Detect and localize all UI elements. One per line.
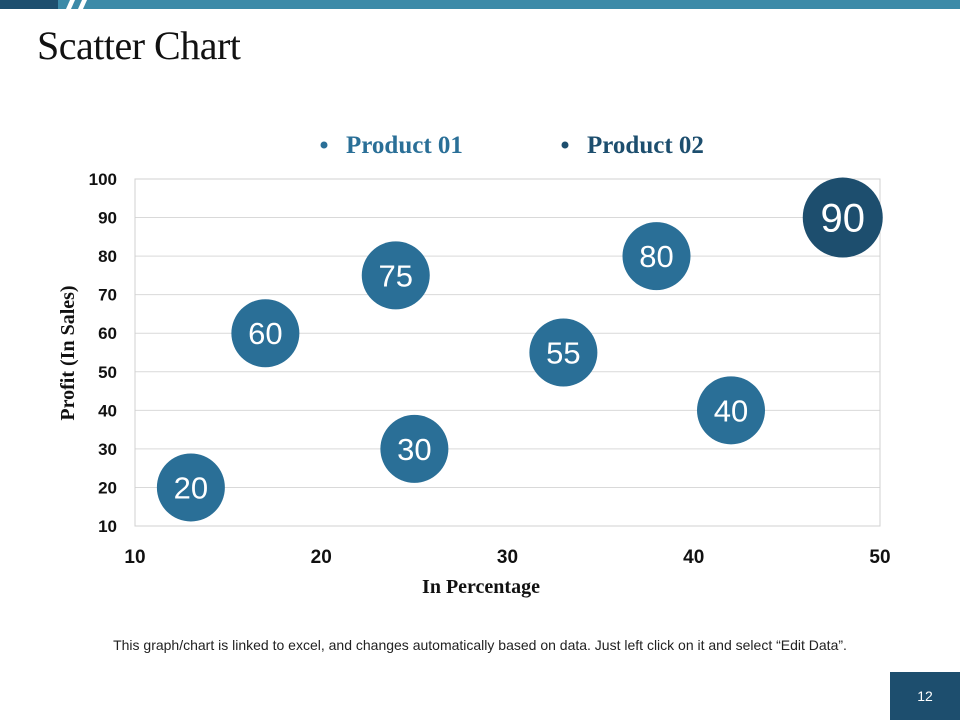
data-point[interactable]: 60 xyxy=(231,299,300,368)
y-tick-label: 40 xyxy=(98,401,117,420)
x-tick-label: 30 xyxy=(497,547,518,568)
bubble-value-label: 90 xyxy=(821,197,866,241)
bubble-marker xyxy=(697,376,765,445)
bubble-value-label: 40 xyxy=(714,393,748,428)
bubble-value-label: 80 xyxy=(639,239,673,274)
data-point[interactable]: 90 xyxy=(802,177,883,258)
chart-legend: Product 01 Product 02 xyxy=(320,132,704,159)
scatter-chart[interactable]: 10 20 30 40 50 60 70 80 90 100 10 20 30 40 50 Product… xyxy=(0,0,960,630)
y-axis-ticks: 10 20 30 40 50 60 70 80 90 100 xyxy=(89,170,117,536)
data-point[interactable]: 20 xyxy=(156,453,225,522)
y-tick-label: 20 xyxy=(98,478,117,497)
data-point[interactable]: 40 xyxy=(697,376,765,445)
legend-item-product-02[interactable]: Product 02 xyxy=(561,132,704,159)
footnote-text: This graph/chart is linked to excel, and… xyxy=(113,637,847,653)
page-number-badge: 12 xyxy=(890,672,960,720)
x-axis-ticks: 10 20 30 40 50 xyxy=(124,547,890,568)
bubble-value-label: 60 xyxy=(248,316,282,351)
data-point[interactable]: 55 xyxy=(529,318,598,387)
y-tick-label: 10 xyxy=(98,517,117,536)
legend-label-product-02: Product 02 xyxy=(587,132,704,159)
y-tick-label: 60 xyxy=(98,324,117,343)
y-tick-label: 90 xyxy=(98,209,117,228)
y-tick-label: 50 xyxy=(98,363,117,382)
page-title: Scatter Chart xyxy=(37,23,241,68)
page-number: 12 xyxy=(917,688,933,704)
bubble-marker xyxy=(622,222,691,291)
x-tick-label: 40 xyxy=(683,547,704,568)
x-tick-label: 20 xyxy=(311,547,332,568)
bubble-marker xyxy=(156,453,225,522)
bubble-marker xyxy=(361,241,430,310)
plot-area xyxy=(134,178,881,527)
x-tick-label: 50 xyxy=(869,547,890,568)
data-point[interactable]: 75 xyxy=(361,241,430,310)
x-axis-title: In Percentage xyxy=(422,576,540,598)
bubble-marker xyxy=(231,299,300,368)
legend-item-product-01[interactable]: Product 01 xyxy=(320,132,463,159)
y-tick-label: 70 xyxy=(98,286,117,305)
y-axis-title: Profit (In Sales) xyxy=(57,285,79,420)
x-tick-label: 10 xyxy=(124,547,145,568)
bubble-value-label: 75 xyxy=(379,258,413,293)
legend-marker-product-01 xyxy=(320,141,328,149)
y-tick-label: 80 xyxy=(98,247,117,266)
y-tick-label: 100 xyxy=(89,170,117,189)
bubble-value-label: 55 xyxy=(546,336,580,371)
data-point[interactable]: 80 xyxy=(622,222,691,291)
bubble-value-label: 30 xyxy=(397,432,431,467)
legend-label-product-01: Product 01 xyxy=(346,132,463,159)
data-point[interactable]: 30 xyxy=(380,414,449,483)
data-points: 20 60 75 80 30 55 40 90 xyxy=(156,177,883,522)
y-tick-label: 30 xyxy=(98,440,117,459)
legend-marker-product-02 xyxy=(561,141,569,149)
bubble-marker xyxy=(380,414,449,483)
bubble-marker xyxy=(802,177,883,258)
top-accent-bar xyxy=(0,0,960,9)
bubble-marker xyxy=(529,318,598,387)
bubble-value-label: 20 xyxy=(174,470,208,505)
